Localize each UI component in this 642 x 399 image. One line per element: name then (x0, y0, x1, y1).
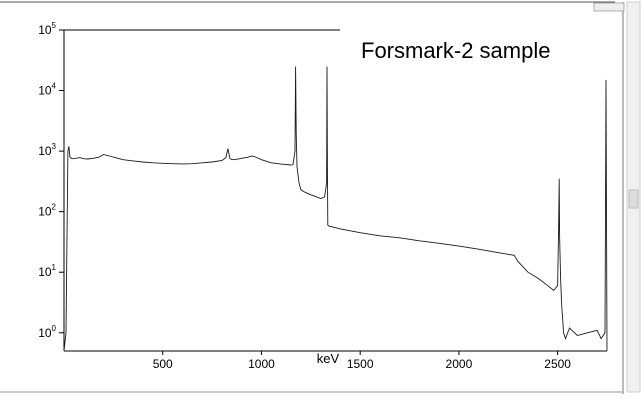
y-ticks: 100 101 102 103 104 105 (38, 21, 64, 340)
y-tick-label-0: 100 (38, 324, 56, 340)
x-tick-label-0: 500 (153, 357, 173, 371)
x-tick-label-2: 1500 (347, 357, 374, 371)
y-tick-label-4: 104 (38, 82, 56, 98)
spectrum-line (63, 66, 608, 352)
y-tick-label-2: 102 (38, 203, 56, 219)
sample-annotation: Forsmark-2 sample (361, 38, 551, 63)
y-tick-label-3: 103 (38, 142, 56, 158)
x-tick-label-3: 2000 (446, 357, 473, 371)
y-tick-label-1: 101 (38, 263, 56, 279)
x-ticks: 500 1000 1500 2000 2500 (153, 351, 571, 371)
x-tick-label-4: 2500 (544, 357, 571, 371)
zoom-control-button[interactable] (593, 2, 625, 12)
scrollbar-thumb[interactable] (628, 189, 639, 209)
x-axis-label: keV (317, 351, 340, 366)
x-tick-label-1: 1000 (248, 357, 275, 371)
y-tick-label-5: 105 (38, 21, 56, 37)
